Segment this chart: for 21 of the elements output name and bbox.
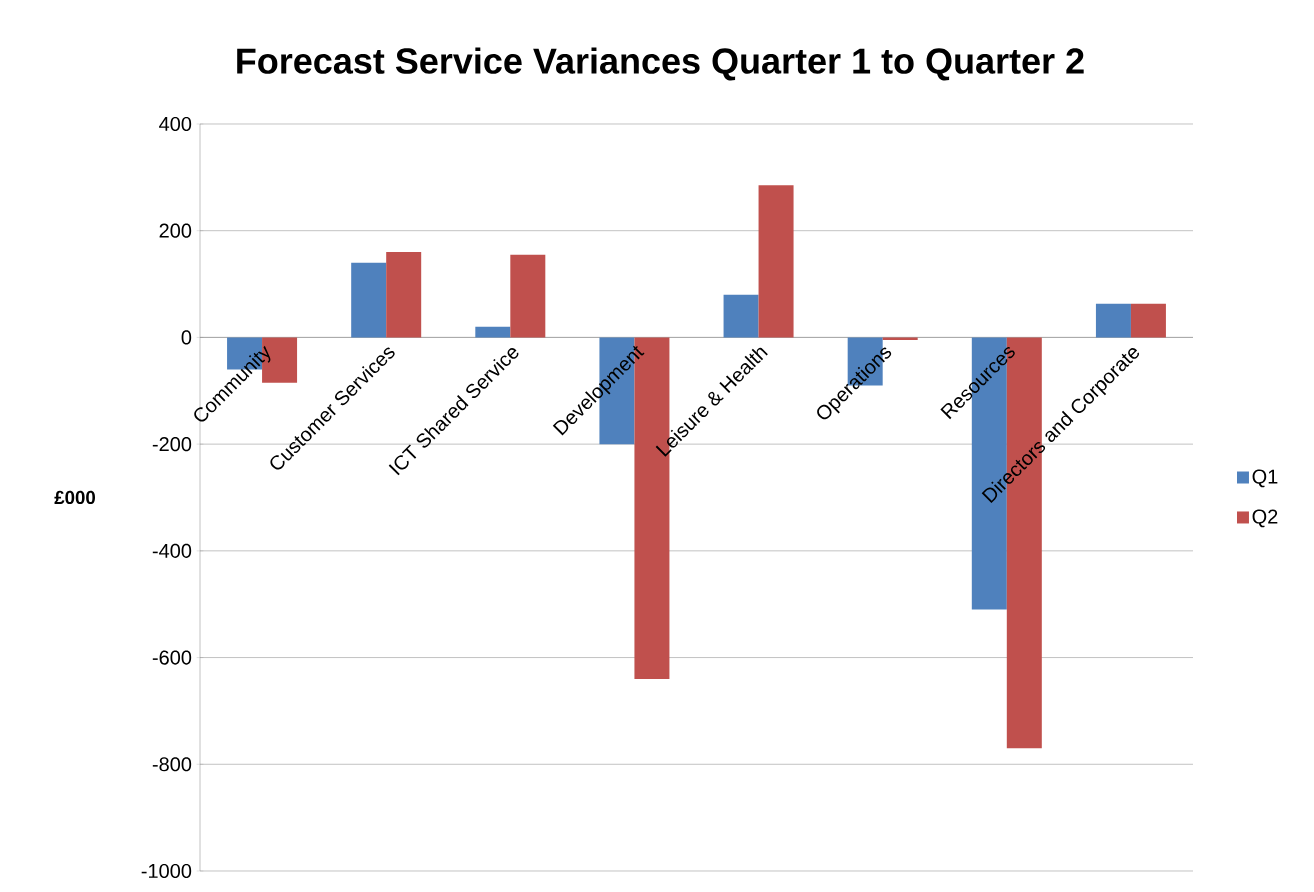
legend-label: Q2 (1252, 509, 1278, 528)
bar (386, 252, 422, 338)
y-tick-label: -400 (152, 543, 192, 558)
bar (1095, 303, 1131, 338)
y-tick-label: 200 (159, 223, 192, 238)
y-tick-label: -1000 (141, 863, 192, 879)
y-tick-label: 0 (181, 330, 192, 345)
y-axis-title: £000 (54, 490, 95, 505)
chart-title: Forecast Service Variances Quarter 1 to Quarter 2 (237, 47, 1084, 81)
bar (1130, 303, 1166, 338)
bar (882, 337, 918, 341)
bar (475, 326, 511, 338)
bar (510, 254, 546, 338)
y-tick-label: 400 (159, 116, 192, 132)
y-tick-label: -200 (152, 437, 192, 452)
y-tick-label: -600 (152, 650, 192, 665)
bar (723, 294, 759, 338)
legend-label: Q1 (1252, 469, 1278, 488)
y-tick-label: -800 (152, 757, 192, 772)
bar (351, 262, 387, 338)
bar (758, 185, 794, 338)
